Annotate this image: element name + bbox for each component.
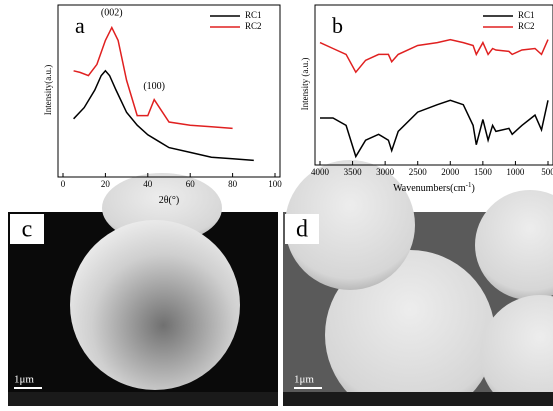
- x-axis-label-end: ): [472, 183, 475, 194]
- x-tick-label: 3000: [376, 167, 395, 177]
- legend-label: RC2: [245, 21, 262, 31]
- legend-label: RC2: [518, 21, 535, 31]
- x-tick-label: 1500: [474, 167, 493, 177]
- sem-panel-c: c 1μm: [8, 173, 278, 406]
- x-tick-label: 3500: [344, 167, 363, 177]
- x-axis-label-text: 2θ(°): [159, 195, 179, 206]
- x-tick-label: 60: [186, 179, 196, 189]
- series-line: [74, 28, 233, 129]
- x-tick-label: 1000: [506, 167, 525, 177]
- series-line: [320, 40, 548, 73]
- x-tick-label: 500: [541, 167, 553, 177]
- panel-label: b: [332, 13, 343, 38]
- x-tick-label: 4000: [311, 167, 330, 177]
- x-tick-label: 2000: [441, 167, 460, 177]
- x-axis-label: Wavenumbers(cm-1): [393, 181, 475, 195]
- scale-bar-label: 1μm: [14, 374, 34, 386]
- legend-label: RC1: [518, 10, 535, 20]
- y-axis-label: Intensity(a.u.): [43, 65, 53, 115]
- panel-label: d: [296, 217, 308, 243]
- x-tick-label: 2500: [409, 167, 428, 177]
- scale-bar-label: 1μm: [294, 374, 314, 386]
- x-tick-label: 40: [143, 179, 153, 189]
- panel-label: a: [75, 13, 85, 38]
- annotation: (100): [143, 81, 165, 92]
- x-tick-label: 100: [268, 179, 282, 189]
- panel-label: c: [22, 217, 33, 243]
- sem-panel-d: d 1μm: [283, 160, 553, 406]
- x-axis-label: 2θ(°): [159, 195, 179, 206]
- x-tick-label: 20: [101, 179, 111, 189]
- legend-label: RC1: [245, 10, 262, 20]
- x-tick-label: 0: [61, 179, 66, 189]
- annotation: (002): [101, 7, 123, 18]
- x-axis-label-text: Wavenumbers(cm: [393, 183, 466, 194]
- y-axis-label: Intensity (a.u.): [300, 58, 310, 111]
- x-tick-label: 80: [228, 179, 238, 189]
- figure: c 1μm d 1μm 0 20 40 60 80 100 2θ(°) Intensity(a…: [0, 0, 553, 406]
- series-line: [320, 100, 548, 156]
